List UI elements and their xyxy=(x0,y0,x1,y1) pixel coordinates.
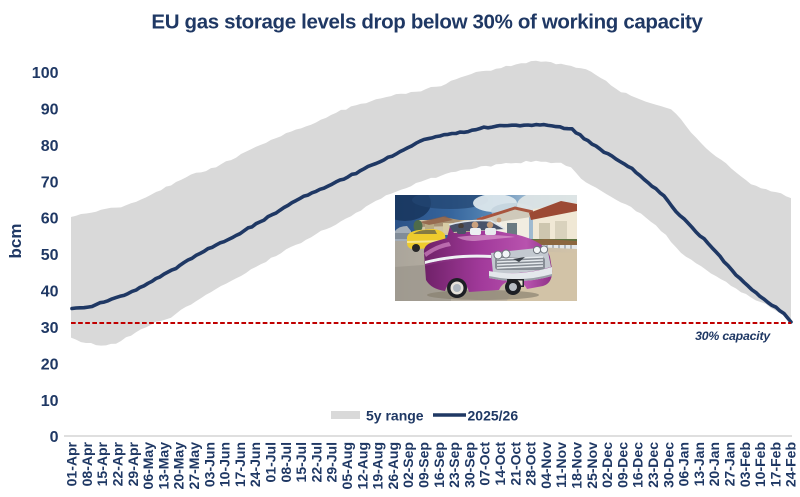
svg-text:03-Feb: 03-Feb xyxy=(737,442,753,487)
svg-text:02-Sep: 02-Sep xyxy=(400,442,416,488)
svg-text:03-Jun: 03-Jun xyxy=(201,442,217,487)
svg-text:27-Jan: 27-Jan xyxy=(722,442,738,486)
svg-text:EU gas storage levels drop bel: EU gas storage levels drop below 30% of … xyxy=(151,11,703,34)
svg-text:23-Sep: 23-Sep xyxy=(446,442,462,488)
svg-text:20-May: 20-May xyxy=(171,442,187,490)
svg-text:2025/26: 2025/26 xyxy=(468,408,519,424)
svg-text:27-May: 27-May xyxy=(186,442,202,490)
svg-text:40: 40 xyxy=(41,284,59,301)
svg-text:16-Sep: 16-Sep xyxy=(431,442,447,488)
svg-text:28-Oct: 28-Oct xyxy=(523,442,539,486)
svg-text:100: 100 xyxy=(32,65,59,82)
svg-text:5y range: 5y range xyxy=(366,408,424,424)
svg-text:80: 80 xyxy=(41,138,59,155)
svg-text:10-Jun: 10-Jun xyxy=(217,442,233,487)
svg-text:05-Aug: 05-Aug xyxy=(339,442,355,489)
svg-text:09-Dec: 09-Dec xyxy=(614,442,630,488)
svg-text:17-Feb: 17-Feb xyxy=(767,442,783,487)
svg-text:12-Aug: 12-Aug xyxy=(354,442,370,489)
svg-text:bcm: bcm xyxy=(6,224,25,259)
svg-text:30-Dec: 30-Dec xyxy=(660,442,676,488)
svg-text:22-Apr: 22-Apr xyxy=(110,441,126,486)
svg-text:14-Oct: 14-Oct xyxy=(492,442,508,486)
svg-text:24-Feb: 24-Feb xyxy=(783,442,799,487)
svg-text:15-Jul: 15-Jul xyxy=(293,442,309,482)
svg-text:06-May: 06-May xyxy=(140,442,156,490)
svg-text:60: 60 xyxy=(41,211,59,228)
svg-text:13-May: 13-May xyxy=(155,442,171,490)
svg-text:19-Aug: 19-Aug xyxy=(370,442,386,489)
svg-text:18-Nov: 18-Nov xyxy=(569,442,585,489)
svg-text:01-Apr: 01-Apr xyxy=(64,441,80,486)
svg-text:0: 0 xyxy=(50,429,59,446)
svg-text:10-Feb: 10-Feb xyxy=(752,442,768,487)
svg-text:70: 70 xyxy=(41,174,59,191)
svg-text:17-Jun: 17-Jun xyxy=(232,442,248,487)
svg-text:29-Jul: 29-Jul xyxy=(324,442,340,482)
svg-text:90: 90 xyxy=(41,101,59,118)
svg-text:24-Jun: 24-Jun xyxy=(247,442,263,487)
svg-text:30% capacity: 30% capacity xyxy=(695,329,771,343)
svg-text:11-Nov: 11-Nov xyxy=(553,442,569,488)
svg-text:08-Apr: 08-Apr xyxy=(79,441,95,486)
svg-text:50: 50 xyxy=(41,247,59,264)
svg-text:25-Nov: 25-Nov xyxy=(584,442,600,489)
svg-text:13-Jan: 13-Jan xyxy=(691,442,707,486)
svg-text:30: 30 xyxy=(41,320,59,337)
svg-text:06-Jan: 06-Jan xyxy=(676,442,692,486)
svg-text:30-Sep: 30-Sep xyxy=(461,442,477,488)
svg-text:01-Jul: 01-Jul xyxy=(263,442,279,482)
svg-text:29-Apr: 29-Apr xyxy=(125,441,141,486)
svg-text:09-Sep: 09-Sep xyxy=(416,442,432,488)
svg-text:26-Aug: 26-Aug xyxy=(385,442,401,489)
svg-text:20: 20 xyxy=(41,356,59,373)
svg-text:04-Nov: 04-Nov xyxy=(538,442,554,489)
svg-text:08-Jul: 08-Jul xyxy=(278,442,294,482)
svg-text:23-Dec: 23-Dec xyxy=(645,442,661,488)
svg-text:15-Apr: 15-Apr xyxy=(94,441,110,486)
svg-text:20-Jan: 20-Jan xyxy=(706,442,722,486)
svg-text:02-Dec: 02-Dec xyxy=(599,442,615,488)
svg-text:21-Oct: 21-Oct xyxy=(507,442,523,486)
svg-text:16-Dec: 16-Dec xyxy=(630,442,646,488)
svg-text:07-Oct: 07-Oct xyxy=(477,442,493,486)
svg-text:10: 10 xyxy=(41,393,59,410)
svg-text:22-Jul: 22-Jul xyxy=(308,442,324,482)
